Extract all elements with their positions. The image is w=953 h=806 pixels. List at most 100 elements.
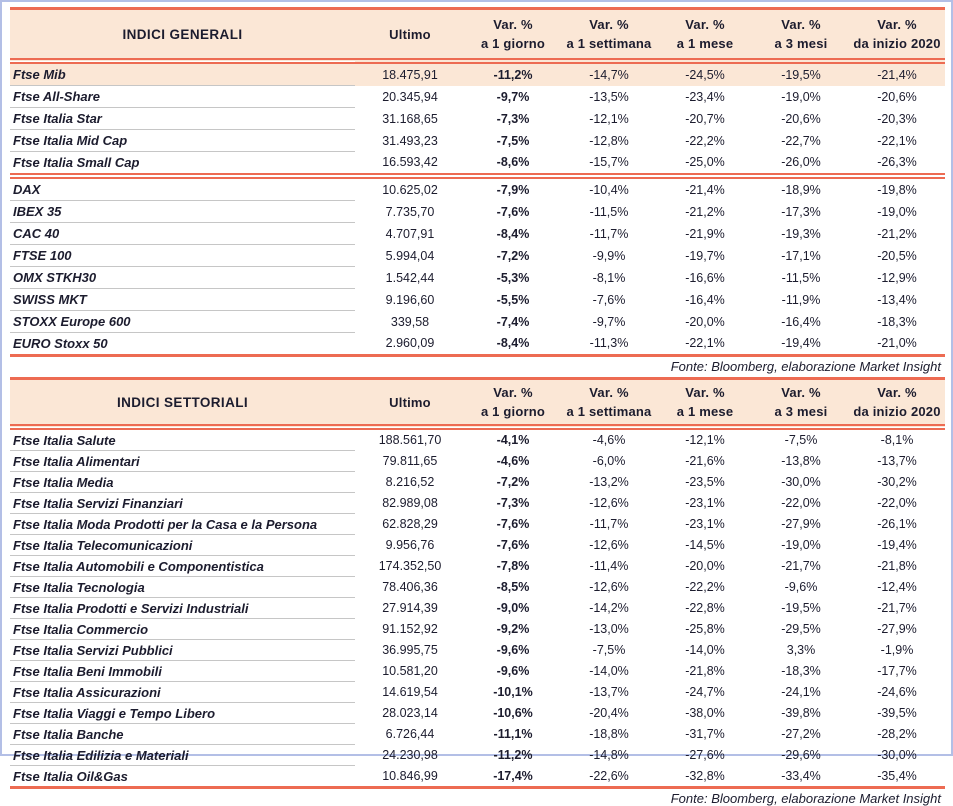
var-3-mesi-value: -27,9% [781,517,821,531]
var-1-giorno-value: -17,4% [465,765,561,789]
var-1-mese-value: -14,0% [685,643,725,657]
var-1-settimana-value: -9,9% [592,248,626,263]
var-1-giorno-value: -11,2% [465,61,561,86]
var-3-mesi-value: -19,0% [781,538,821,552]
var-3-mesi-value: -9,6% [784,580,818,594]
var-3-mesi-value: -21,7% [781,559,821,573]
var-1-mese-value: -23,1% [685,517,725,531]
var-1-mese-value: -31,7% [685,727,725,741]
index-name: FTSE 100 [10,244,355,267]
var-1-mese-value: -16,6% [685,270,725,285]
ultimo-value: 4.707,91 [385,226,435,241]
column-header-var-3-mesi: Var. % a 3 mesi [753,377,849,430]
var-3-mesi-value: -39,8% [781,706,821,720]
var-inizio-2020-value: -21,2% [877,226,917,241]
var-inizio-2020-value: -17,7% [877,664,917,678]
var-3-mesi-value: -19,3% [781,226,821,241]
var-1-settimana-value: -12,6% [589,496,629,510]
index-name: Ftse Italia Mid Cap [10,129,355,152]
ultimo-value: 174.352,50 [378,559,442,573]
var-1-giorno-value: -7,2% [496,248,530,263]
ultimo-value: 9.956,76 [385,538,435,552]
table-row: Ftse Italia Edilizia e Materiali 24.230,9… [10,744,945,766]
var-inizio-2020-value: -30,0% [877,748,917,762]
table-row: SWISS MKT 9.196,60 -5,5% -7,6% -16,4% -11,9% -… [10,288,945,311]
var-1-settimana-value: -12,6% [589,580,629,594]
var-3-mesi-value: 3,3% [786,643,816,657]
var-3-mesi-value: -18,9% [781,182,821,197]
var-1-settimana-value: -13,0% [589,622,629,636]
var-1-giorno-value: -4,6% [496,454,530,468]
index-name: OMX STKH30 [10,266,355,289]
index-name: EURO Stoxx 50 [10,332,355,357]
var-1-settimana-value: -13,5% [589,89,629,104]
ultimo-value: 16.593,42 [355,151,465,179]
var-3-mesi-value: -29,5% [781,622,821,636]
var-1-giorno-value: -7,3% [496,111,530,126]
index-name: Ftse Italia Commercio [10,618,355,640]
ultimo-value: 36.995,75 [382,643,438,657]
var-1-mese-value: -21,9% [685,226,725,241]
table-row: Ftse Italia Tecnologia 78.406,36 -8,5% -12,… [10,576,945,598]
index-name: Ftse Italia Beni Immobili [10,660,355,682]
var-inizio-2020-value: -12,9% [877,270,917,285]
var-1-giorno-value: -5,5% [496,292,530,307]
ultimo-value: 8.216,52 [385,475,435,489]
var-1-settimana-value: -15,7% [561,151,657,179]
ultimo-value: 27.914,39 [382,601,438,615]
index-name: Ftse Italia Servizi Finanziari [10,492,355,514]
column-header-var-inizio-2020: Var. % da inizio 2020 [849,7,945,64]
var-1-giorno-value: -9,7% [496,89,530,104]
var-inizio-2020-value: -24,6% [877,685,917,699]
index-name: Ftse Italia Tecnologia [10,576,355,598]
ultimo-value: 1.542,44 [385,270,435,285]
var-inizio-2020-value: -28,2% [877,727,917,741]
var-3-mesi-value: -30,0% [781,475,821,489]
var-3-mesi-value: -19,4% [753,332,849,357]
var-1-giorno-value: -7,4% [496,314,530,329]
var-inizio-2020-value: -20,5% [877,248,917,263]
var-1-settimana-value: -22,6% [561,765,657,789]
var-3-mesi-value: -16,4% [781,314,821,329]
var-3-mesi-value: -22,7% [781,133,821,148]
index-name: Ftse Italia Servizi Pubblici [10,639,355,661]
table-row: EURO Stoxx 50 2.960,09 -8,4% -11,3% -22,1% -1… [10,332,945,357]
var-1-settimana-value: -18,8% [589,727,629,741]
table-row: STOXX Europe 600 339,58 -7,4% -9,7% -20,0% -1… [10,310,945,333]
table-title: INDICI SETTORIALI [10,377,355,430]
var-1-settimana-value: -11,3% [561,332,657,357]
var-1-mese-value: -25,0% [657,151,753,179]
var-3-mesi-value: -13,8% [781,454,821,468]
var-1-giorno-value: -7,3% [496,496,530,510]
table-row: Ftse Italia Commercio 91.152,92 -9,2% -13,0… [10,618,945,640]
var-1-settimana-value: -12,6% [589,538,629,552]
table-row: Ftse Italia Small Cap 16.593,42 -8,6% -15,7… [10,151,945,179]
column-header-var-1-mese: Var. % a 1 mese [657,377,753,430]
source-note: Fonte: Bloomberg, elaborazione Market In… [670,359,941,374]
var-3-mesi-value: -19,5% [753,61,849,86]
var-3-mesi-value: -29,6% [781,748,821,762]
ultimo-value: 18.475,91 [355,61,465,86]
var-3-mesi-value: -19,0% [781,89,821,104]
table-title-label: INDICI SETTORIALI [116,394,249,410]
var-inizio-2020-value: -13,7% [877,454,917,468]
ultimo-value: 31.493,23 [382,133,438,148]
ultimo-value: 31.168,65 [382,111,438,126]
var-3-mesi-value: -11,5% [781,270,821,285]
var-1-mese-value: -21,6% [685,454,725,468]
var-1-settimana-value: -10,4% [589,182,629,197]
index-name: Ftse Italia Oil&Gas [10,765,355,789]
table-row: Ftse Italia Assicurazioni 14.619,54 -10,1%… [10,681,945,703]
var-1-mese-value: -25,8% [685,622,725,636]
var-1-mese-value: -22,1% [657,332,753,357]
index-name: Ftse Italia Automobili e Componentistica [10,555,355,577]
column-header-var-inizio-2020: Var. % da inizio 2020 [849,377,945,430]
var-1-mese-value: -22,8% [685,601,725,615]
index-name: Ftse Mib [10,61,355,86]
var-inizio-2020-value: -19,4% [877,538,917,552]
ultimo-value: 78.406,36 [382,580,438,594]
ultimo-value: 28.023,14 [382,706,438,720]
table-row: CAC 40 4.707,91 -8,4% -11,7% -21,9% -19,3% -21… [10,222,945,245]
index-name: Ftse Italia Assicurazioni [10,681,355,703]
